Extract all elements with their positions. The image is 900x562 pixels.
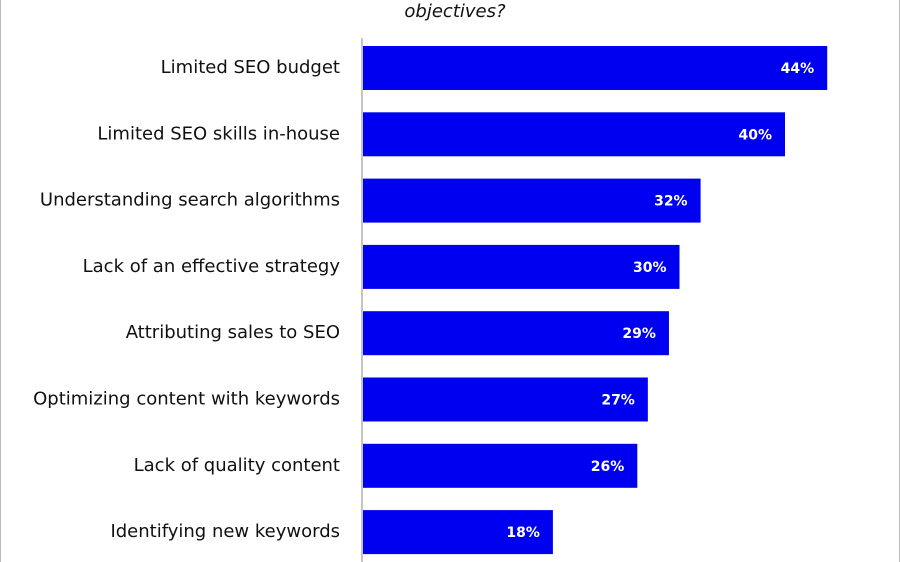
bar xyxy=(363,112,785,157)
category-label: Identifying new keywords xyxy=(110,521,340,542)
category-label: Limited SEO skills in-house xyxy=(97,123,340,144)
category-label: Optimizing content with keywords xyxy=(33,389,340,410)
bar xyxy=(363,311,669,356)
bar xyxy=(363,178,701,223)
bar xyxy=(363,510,553,555)
value-label: 18% xyxy=(506,525,540,541)
bar xyxy=(363,46,828,90)
category-label: Understanding search algorithms xyxy=(40,190,340,211)
value-label: 32% xyxy=(654,194,688,210)
bar xyxy=(363,244,680,289)
value-label: 26% xyxy=(591,459,625,475)
category-label: Lack of an effective strategy xyxy=(83,256,341,277)
value-label: 30% xyxy=(633,260,667,276)
value-label: 29% xyxy=(622,326,656,342)
category-label: Attributing sales to SEO xyxy=(126,322,340,343)
value-label: 40% xyxy=(738,127,772,143)
chart-title: objectives? xyxy=(404,1,506,22)
value-label: 27% xyxy=(601,393,635,409)
bar xyxy=(363,443,638,488)
bar xyxy=(363,377,648,422)
category-label: Lack of quality content xyxy=(134,455,340,476)
category-label: Limited SEO budget xyxy=(161,57,340,78)
value-label: 44% xyxy=(781,61,815,77)
